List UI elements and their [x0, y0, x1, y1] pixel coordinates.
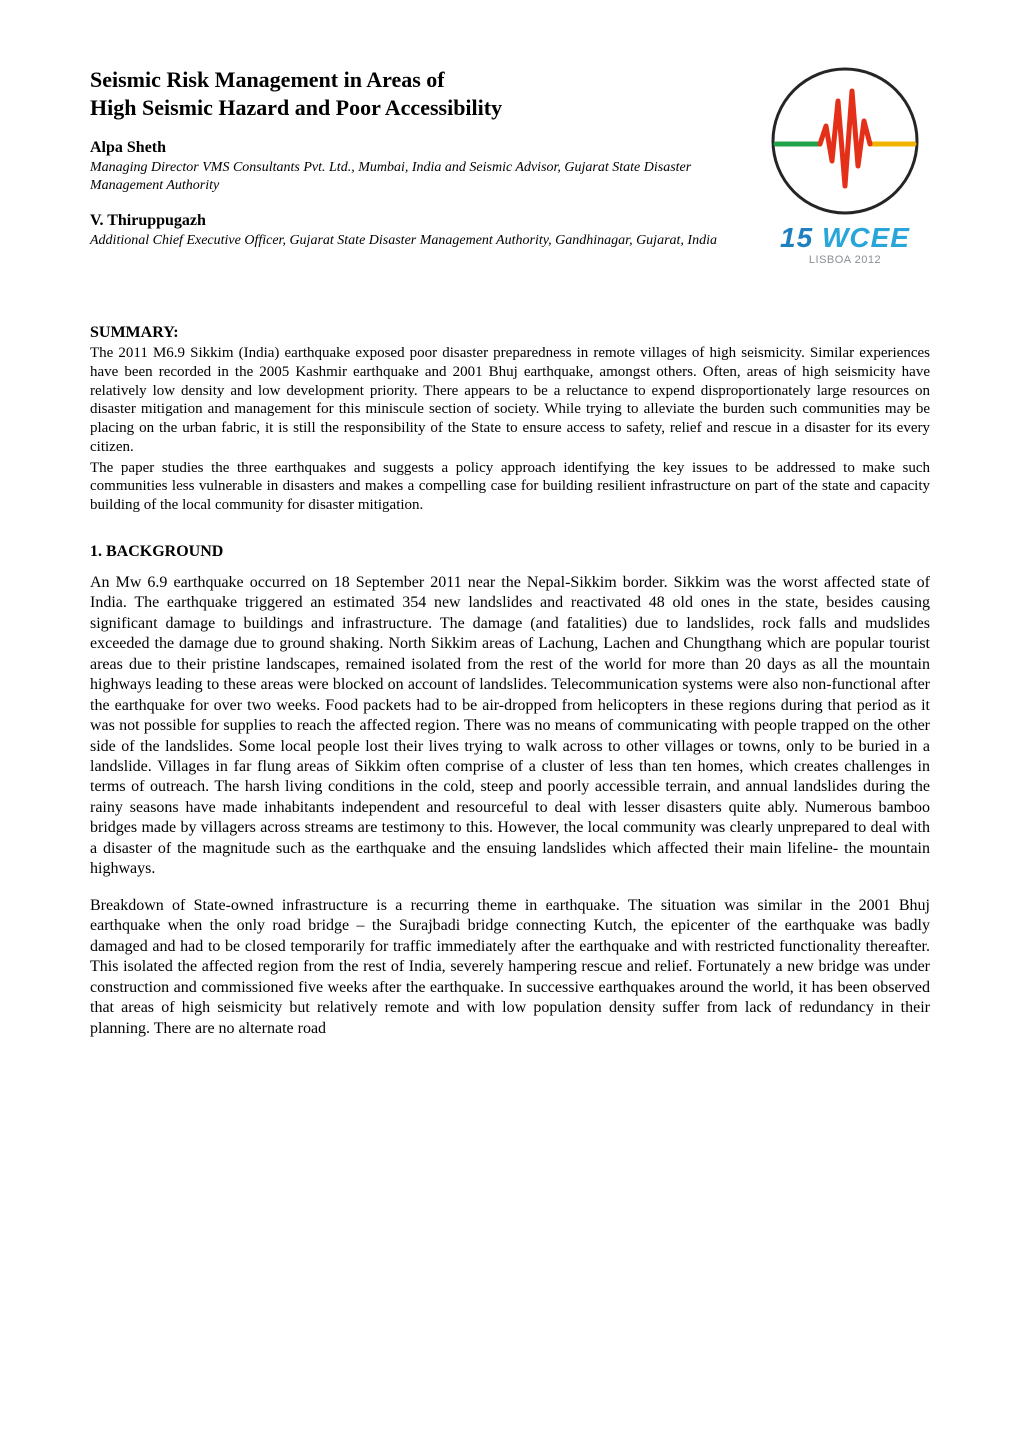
- section-1-para-1: An Mw 6.9 earthquake occurred on 18 Sept…: [90, 573, 930, 880]
- page: Seismic Risk Management in Areas of High…: [0, 0, 1020, 1105]
- title-line-1: Seismic Risk Management in Areas of: [90, 67, 445, 92]
- paper-title: Seismic Risk Management in Areas of High…: [90, 66, 740, 121]
- logo-main-text: 15 WCEE: [760, 224, 930, 252]
- summary-para-1: The 2011 M6.9 Sikkim (India) earthquake …: [90, 344, 930, 457]
- author-1-name: Alpa Sheth: [90, 139, 740, 157]
- title-line-2: High Seismic Hazard and Poor Accessibili…: [90, 95, 502, 120]
- author-2-name: V. Thiruppugazh: [90, 212, 740, 230]
- logo-wave-icon: [770, 66, 920, 216]
- logo-letters: WCEE: [822, 222, 910, 253]
- section-1-heading: 1. BACKGROUND: [90, 543, 930, 561]
- conference-logo: 15 WCEE LISBOA 2012: [760, 66, 930, 266]
- summary-para-2: The paper studies the three earthquakes …: [90, 459, 930, 515]
- title-block: Seismic Risk Management in Areas of High…: [90, 66, 760, 252]
- header-row: Seismic Risk Management in Areas of High…: [90, 66, 930, 266]
- summary-label: SUMMARY:: [90, 324, 930, 342]
- logo-num: 15: [780, 222, 813, 253]
- author-1-affil: Managing Director VMS Consultants Pvt. L…: [90, 159, 740, 194]
- section-1-para-2: Breakdown of State-owned infrastructure …: [90, 896, 930, 1039]
- logo-sub-text: LISBOA 2012: [760, 254, 930, 266]
- author-2-affil: Additional Chief Executive Officer, Guja…: [90, 232, 740, 250]
